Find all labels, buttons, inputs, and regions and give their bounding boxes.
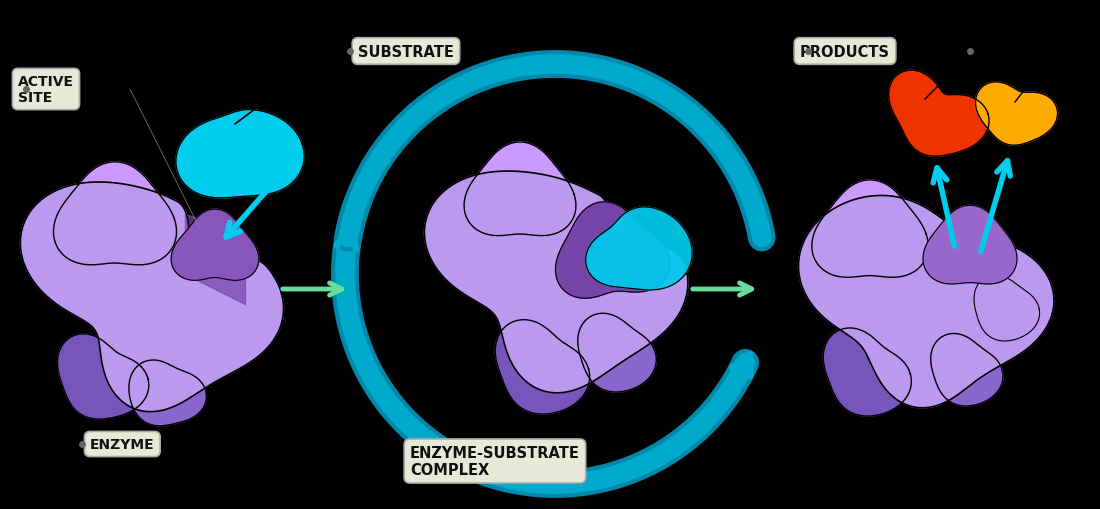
Polygon shape: [425, 172, 688, 393]
Polygon shape: [54, 162, 176, 265]
Polygon shape: [889, 71, 989, 157]
Polygon shape: [464, 143, 576, 236]
Text: SUBSTRATE: SUBSTRATE: [358, 44, 454, 60]
Polygon shape: [585, 208, 692, 290]
Text: ENZYME: ENZYME: [90, 437, 155, 451]
Polygon shape: [823, 328, 912, 416]
Text: ENZYME-SUBSTRATE
COMPLEX: ENZYME-SUBSTRATE COMPLEX: [410, 445, 580, 477]
Polygon shape: [20, 183, 284, 412]
Polygon shape: [495, 320, 590, 414]
Polygon shape: [799, 196, 1054, 408]
Polygon shape: [172, 210, 258, 281]
Polygon shape: [129, 360, 207, 426]
Text: PRODUCTS: PRODUCTS: [800, 44, 890, 60]
Polygon shape: [976, 82, 1057, 146]
Polygon shape: [812, 181, 928, 278]
Polygon shape: [176, 110, 305, 199]
Polygon shape: [57, 334, 149, 419]
Polygon shape: [556, 203, 670, 299]
Polygon shape: [923, 206, 1018, 285]
Polygon shape: [578, 314, 657, 392]
Text: ACTIVE
SITE: ACTIVE SITE: [18, 75, 74, 105]
Polygon shape: [974, 275, 1040, 342]
Polygon shape: [931, 334, 1003, 406]
